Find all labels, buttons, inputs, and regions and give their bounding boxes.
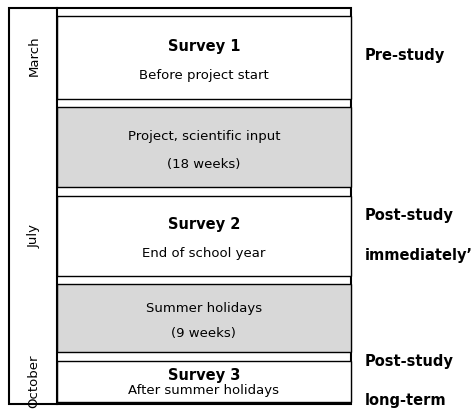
Text: Survey 1: Survey 1	[168, 39, 240, 54]
Text: long-term: long-term	[365, 393, 447, 408]
Text: Before project start: Before project start	[139, 69, 269, 82]
Text: After summer holidays: After summer holidays	[128, 384, 279, 397]
Text: End of school year: End of school year	[142, 247, 265, 260]
Text: Post-study: Post-study	[365, 208, 454, 223]
Text: (9 weeks): (9 weeks)	[172, 327, 236, 340]
Bar	[57, 360, 351, 402]
Text: immediately’: immediately’	[365, 248, 473, 263]
Text: Project, scientific input: Project, scientific input	[128, 129, 280, 143]
Bar	[57, 16, 351, 99]
Text: March: March	[27, 35, 41, 76]
Text: Summer holidays: Summer holidays	[146, 302, 262, 315]
Text: October: October	[27, 354, 41, 408]
Bar	[57, 107, 351, 187]
Text: Survey 3: Survey 3	[168, 368, 240, 383]
Text: (18 weeks): (18 weeks)	[167, 159, 240, 171]
Text: Survey 2: Survey 2	[168, 217, 240, 232]
Bar	[57, 284, 351, 352]
Bar	[57, 196, 351, 276]
Text: July: July	[27, 224, 41, 248]
Text: Pre-study: Pre-study	[365, 48, 445, 63]
Text: Post-study: Post-study	[365, 354, 454, 369]
Bar	[9, 8, 351, 404]
